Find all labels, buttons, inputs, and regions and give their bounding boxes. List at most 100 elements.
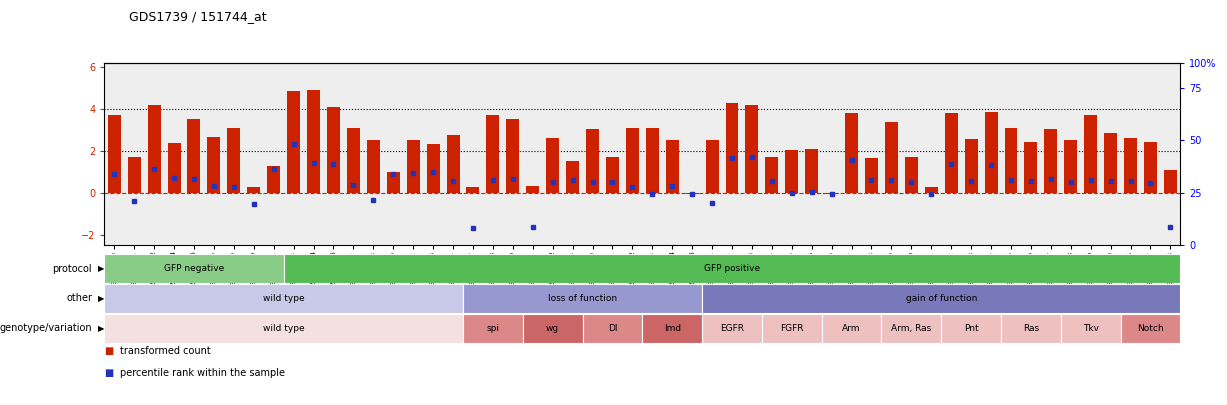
Bar — [326, 107, 340, 193]
Bar — [463, 314, 523, 343]
Bar — [686, 193, 698, 194]
Bar — [463, 284, 702, 313]
Bar — [466, 187, 480, 193]
Text: genotype/variation: genotype/variation — [0, 324, 92, 333]
Bar — [645, 128, 659, 193]
Text: gain of function: gain of function — [906, 294, 977, 303]
Text: Imd: Imd — [664, 324, 681, 333]
Bar — [904, 157, 918, 193]
Text: EGFR: EGFR — [720, 324, 744, 333]
Bar — [347, 128, 360, 193]
Text: Arm: Arm — [842, 324, 861, 333]
Bar — [845, 113, 858, 193]
Bar — [1005, 128, 1017, 193]
Text: ■: ■ — [104, 368, 114, 378]
Bar — [766, 157, 778, 193]
Bar — [267, 166, 280, 193]
Text: Arm, Ras: Arm, Ras — [891, 324, 931, 333]
Bar — [287, 91, 301, 193]
Text: protocol: protocol — [53, 264, 92, 273]
Bar — [746, 104, 758, 193]
Bar — [307, 90, 320, 193]
Bar — [964, 139, 978, 193]
Text: wild type: wild type — [263, 324, 304, 333]
Text: GFP negative: GFP negative — [164, 264, 225, 273]
Bar — [427, 145, 439, 193]
Bar — [587, 129, 599, 193]
Text: ■: ■ — [104, 346, 114, 356]
Bar — [1164, 170, 1177, 193]
Text: Pnt: Pnt — [964, 324, 978, 333]
Bar — [826, 193, 838, 194]
Bar — [805, 149, 818, 193]
Bar — [941, 314, 1001, 343]
Bar — [526, 186, 539, 193]
Text: percentile rank within the sample: percentile rank within the sample — [120, 368, 285, 378]
Bar — [1044, 129, 1058, 193]
Text: ▶: ▶ — [98, 294, 104, 303]
Bar — [128, 157, 141, 193]
Bar — [486, 115, 499, 193]
Bar — [566, 161, 579, 193]
Bar — [1061, 314, 1120, 343]
Bar — [104, 314, 463, 343]
Text: Notch: Notch — [1137, 324, 1163, 333]
Bar — [1064, 140, 1077, 193]
Bar — [606, 157, 618, 193]
Bar — [881, 314, 941, 343]
Bar — [865, 158, 879, 193]
Bar — [1120, 314, 1180, 343]
Text: other: other — [66, 294, 92, 303]
Bar — [984, 112, 998, 193]
Bar — [546, 138, 560, 193]
Bar — [1144, 143, 1157, 193]
Bar — [706, 140, 719, 193]
Bar — [447, 135, 459, 193]
Text: Ras: Ras — [1023, 324, 1039, 333]
Text: transformed count: transformed count — [120, 346, 211, 356]
Bar — [925, 187, 937, 193]
Bar — [248, 188, 260, 193]
Bar — [108, 115, 120, 193]
Bar — [168, 143, 180, 193]
Bar — [945, 113, 958, 193]
Bar — [227, 128, 240, 193]
Bar — [104, 254, 283, 283]
Bar — [785, 150, 799, 193]
Bar — [702, 284, 1180, 313]
Bar — [626, 128, 639, 193]
Bar — [507, 119, 519, 193]
Text: FGFR: FGFR — [780, 324, 804, 333]
Bar — [702, 314, 762, 343]
Text: wild type: wild type — [263, 294, 304, 303]
Text: Tkv: Tkv — [1082, 324, 1098, 333]
Text: Dl: Dl — [607, 324, 617, 333]
Bar — [725, 102, 739, 193]
Bar — [1001, 314, 1061, 343]
Bar — [583, 314, 643, 343]
Bar — [406, 140, 420, 193]
Text: ▶: ▶ — [98, 324, 104, 333]
Bar — [1124, 138, 1137, 193]
Bar — [1104, 133, 1117, 193]
Bar — [1085, 115, 1097, 193]
Bar — [885, 122, 898, 193]
Bar — [188, 119, 200, 193]
Bar — [367, 140, 380, 193]
Bar — [666, 140, 679, 193]
Text: GFP positive: GFP positive — [704, 264, 760, 273]
Bar — [147, 104, 161, 193]
Text: spi: spi — [486, 324, 499, 333]
Bar — [1025, 143, 1037, 193]
Bar — [643, 314, 702, 343]
Bar — [822, 314, 881, 343]
Bar — [523, 314, 583, 343]
Bar — [387, 172, 400, 193]
Bar — [283, 254, 1180, 283]
Text: wg: wg — [546, 324, 560, 333]
Bar — [762, 314, 822, 343]
Bar — [207, 137, 221, 193]
Bar — [104, 284, 463, 313]
Text: GDS1739 / 151744_at: GDS1739 / 151744_at — [129, 10, 266, 23]
Text: ▶: ▶ — [98, 264, 104, 273]
